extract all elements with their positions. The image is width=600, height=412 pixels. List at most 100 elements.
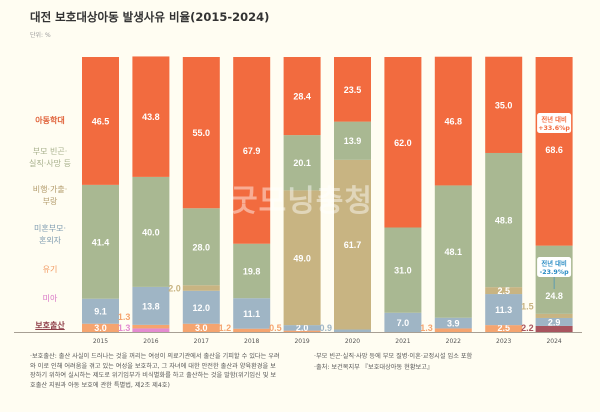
footnote-protected-birth: ·보호출산: 출산 사실이 드러나는 것을 꺼리는 여성이 의료기관에서 출산을… <box>30 353 280 389</box>
bar-segment-2024-3 <box>535 317 573 326</box>
data-label-2019-4: 49.0 <box>293 253 311 263</box>
bar-segment-2022-5 <box>434 185 472 318</box>
data-label-2024-4: 1.5 <box>521 301 534 311</box>
data-label-2018-2: 1.2 <box>219 323 232 333</box>
data-label-2017-2: 3.0 <box>195 323 208 333</box>
legend-label: 아동학대 <box>35 116 65 125</box>
bar-segment-2017-5 <box>182 208 220 286</box>
bar-segment-2018-2 <box>233 328 271 332</box>
bar-segment-2017-6 <box>182 57 220 209</box>
x-tick-label-2020: 2020 <box>345 338 360 345</box>
data-label-2018-3: 11.1 <box>243 309 260 319</box>
bar-segment-2024-0 <box>535 325 573 332</box>
footnote-poverty: ·부모 빈곤·실직·사망 등에 부모 질병·이혼·교정시설 입소 포함 <box>314 353 473 360</box>
bar-segment-2022-6 <box>434 56 472 186</box>
bar-segment-2022-2 <box>434 328 472 332</box>
data-label-2023-4: 2.5 <box>497 286 510 296</box>
annotation-box <box>537 113 572 133</box>
data-label-2024-6: 68.6 <box>545 145 563 155</box>
x-tick-label-2021: 2021 <box>395 338 410 345</box>
x-tick-label-2023: 2023 <box>496 338 511 345</box>
data-label-2022-3: 3.9 <box>447 319 460 329</box>
bar-segment-2019-3 <box>283 325 321 331</box>
bar-segment-2023-3 <box>485 294 523 326</box>
data-label-2016-5: 40.0 <box>142 227 160 237</box>
annotation-box <box>537 257 572 277</box>
data-label-2022-5: 48.1 <box>445 247 463 257</box>
bar-segment-2016-2 <box>132 324 170 329</box>
annotation-text: -23.9%p <box>540 269 569 276</box>
watermark: 굿모닝충청 <box>230 184 373 219</box>
annotation-text: 전년 대비 <box>541 259 567 268</box>
data-label-2015-6: 46.5 <box>92 116 110 126</box>
bar-segment-2023-5 <box>485 152 523 288</box>
bar-segment-2019-4 <box>283 190 321 326</box>
x-tick-label-2019: 2019 <box>294 338 309 345</box>
data-label-2016-3: 13.8 <box>142 301 160 311</box>
data-label-2018-6: 67.9 <box>243 146 261 156</box>
data-label-2016-2: 1.3 <box>118 312 131 322</box>
data-label-2016-1: 1.3 <box>118 323 131 333</box>
bar-segment-2016-6 <box>132 56 170 177</box>
data-label-2020-4: 61.7 <box>344 240 362 250</box>
data-label-2024-3: 2.9 <box>548 317 561 327</box>
data-label-2019-3: 2.0 <box>296 323 309 333</box>
data-label-2019-2: 0.5 <box>269 323 282 333</box>
data-label-2015-5: 41.4 <box>92 237 110 247</box>
data-label-2019-6: 28.4 <box>293 92 311 102</box>
bar-segment-2020-5 <box>334 121 371 160</box>
bar-segment-2023-4 <box>485 287 523 295</box>
legend-label: 유기 <box>42 265 58 274</box>
bar-segment-2024-6 <box>535 57 573 246</box>
x-tick-label-2015: 2015 <box>93 338 108 345</box>
data-label-2022-6: 46.8 <box>445 117 463 127</box>
bar-segment-2020-4 <box>334 159 371 330</box>
data-label-2017-6: 55.0 <box>193 128 211 138</box>
chart-title: 대전 보호대상아동 발생사유 비율(2015-2024) <box>30 10 270 24</box>
legend-item-부모빈곤: 부모 빈곤· 실직·사망 등 <box>14 146 86 170</box>
legend-label: 비행·가출· <box>32 185 68 194</box>
data-label-2015-2: 3.0 <box>94 323 107 333</box>
bar-segment-2023-6 <box>485 56 523 153</box>
legend-item-비행: 비행·가출· 부랑 <box>14 184 86 208</box>
bar-segment-2016-5 <box>132 176 170 287</box>
bar-segment-2022-3 <box>434 317 472 329</box>
legend-label: 부랑 <box>42 197 58 206</box>
data-label-2023-3: 11.3 <box>495 305 512 315</box>
data-label-2023-2: 2.5 <box>497 323 510 333</box>
annotation-text: 전년 대비 <box>541 115 567 124</box>
x-tick-label-2024: 2024 <box>546 338 561 345</box>
data-label-2016-6: 43.8 <box>142 112 160 122</box>
bar-segment-2016-3 <box>132 286 170 325</box>
unit-label: 단위: % <box>30 32 51 39</box>
bar-segment-2018-5 <box>233 243 271 299</box>
data-label-2023-6: 35.0 <box>495 100 513 110</box>
legend-label: 미혼부모· <box>34 224 66 233</box>
bar-segment-2021-3 <box>384 312 422 332</box>
data-label-2017-5: 28.0 <box>193 242 211 252</box>
bar-segment-2018-6 <box>233 57 271 244</box>
legend-label: 실직·사망 등 <box>29 159 71 168</box>
data-label-2017-3: 12.0 <box>193 303 211 313</box>
x-tick-label-2017: 2017 <box>194 338 209 345</box>
bar-segment-2015-5 <box>82 184 119 299</box>
legend-label: 부모 빈곤· <box>32 147 68 156</box>
bar-segment-2019-2 <box>283 330 321 332</box>
data-label-2017-4: 2.0 <box>168 284 181 294</box>
data-label-2020-6: 23.5 <box>344 85 362 95</box>
data-label-2024-0: 2.2 <box>521 323 534 333</box>
data-label-2021-3: 7.0 <box>397 318 410 328</box>
bar-segment-2017-2 <box>182 323 220 332</box>
legend-label: 미아 <box>42 294 58 303</box>
x-tick-label-2022: 2022 <box>446 338 461 345</box>
bar-segment-2019-5 <box>283 135 321 191</box>
legend-item-보호출산: 보호출산 <box>14 320 86 332</box>
legend-item-유기: 유기 <box>14 264 86 276</box>
bar-segment-2015-3 <box>82 298 119 324</box>
legend-item-미아: 미아 <box>14 293 86 305</box>
bar-segment-2020-3 <box>334 329 371 332</box>
data-label-2015-3: 9.1 <box>94 307 107 317</box>
bar-segment-2024-4 <box>535 313 573 318</box>
bar-segment-2020-6 <box>334 57 371 122</box>
